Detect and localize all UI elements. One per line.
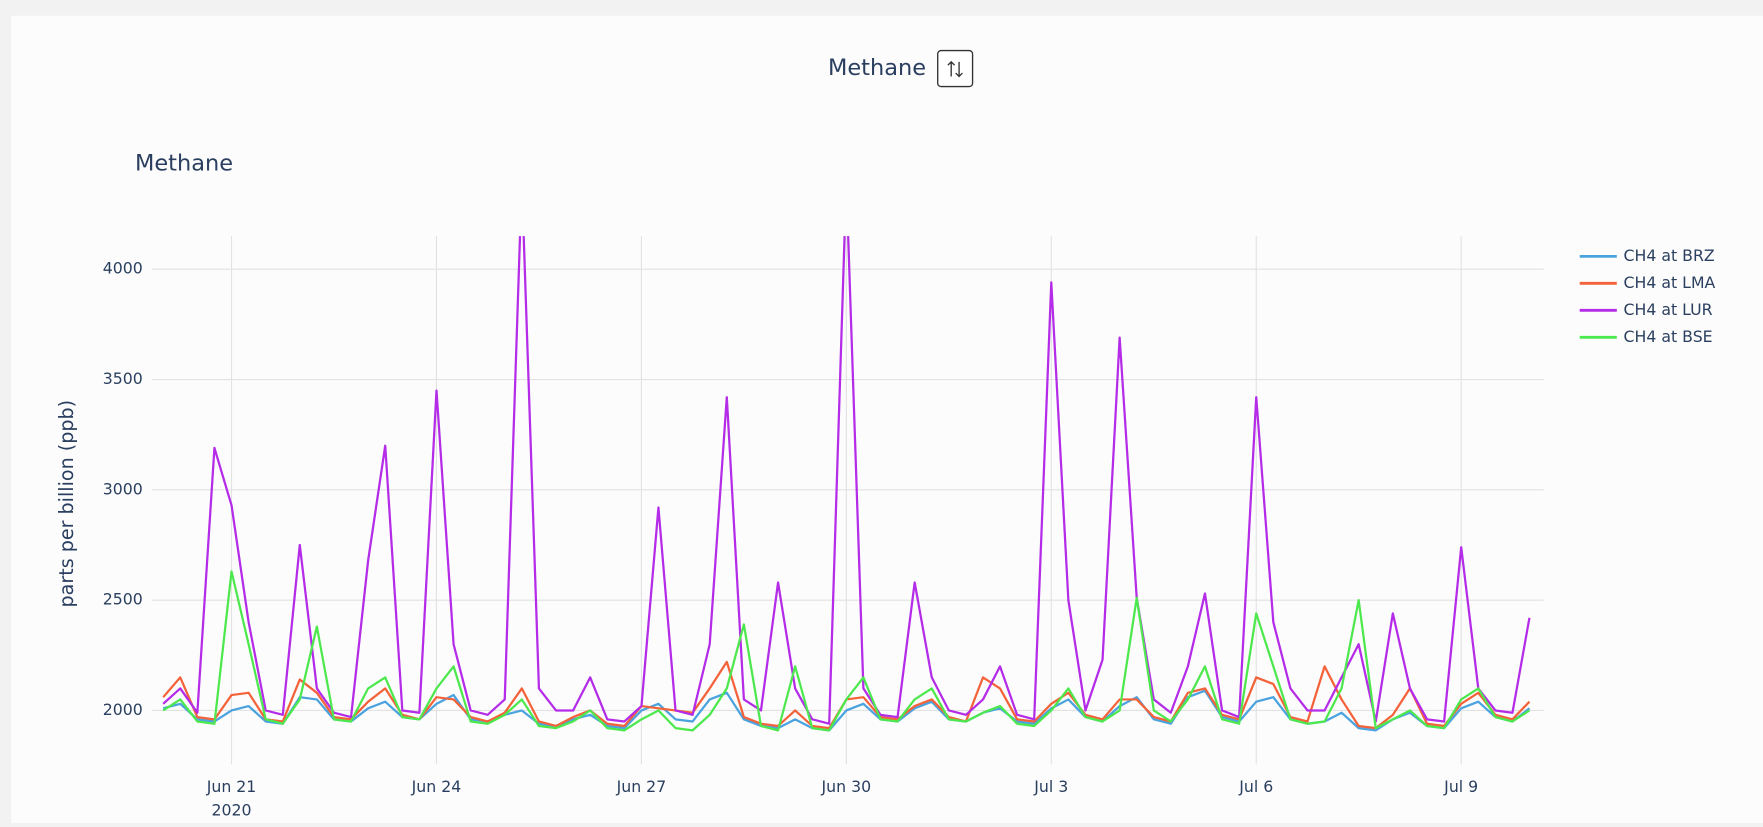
x-tick-label: Jul 6 xyxy=(1238,777,1273,796)
x-tick-label-line: Jul 3 xyxy=(1033,777,1068,796)
legend-label: CH4 at BSE xyxy=(1624,327,1713,346)
x-tick-label-line: Jun 27 xyxy=(616,777,667,796)
x-tick-label: Jun 27 xyxy=(616,777,667,796)
y-tick-label: 3500 xyxy=(103,369,143,388)
series-line xyxy=(162,570,1531,732)
legend-label: CH4 at LUR xyxy=(1624,300,1713,319)
x-tick-label-line: Jun 21 xyxy=(206,777,257,796)
toggle-button[interactable] xyxy=(937,49,974,88)
x-tick-label-line: Jun 24 xyxy=(411,777,462,796)
selector-label: Methane xyxy=(828,55,926,81)
y-tick-label: 3000 xyxy=(103,479,143,498)
card xyxy=(11,15,1763,824)
x-tick-label: Jul 3 xyxy=(1033,777,1068,796)
y-axis-label: parts per billion (ppb) xyxy=(55,400,78,608)
x-tick-label-line: 2020 xyxy=(211,800,251,819)
legend-label: CH4 at BRZ xyxy=(1624,246,1715,265)
x-tick-label-line: Jun 30 xyxy=(821,777,872,796)
legend-label: CH4 at LMA xyxy=(1624,273,1716,292)
chart-title: Methane xyxy=(135,151,233,177)
series-line xyxy=(162,236,1531,725)
y-tick-label: 2000 xyxy=(103,700,143,719)
x-tick-label-line: Jul 6 xyxy=(1238,777,1273,796)
y-tick-label: 2500 xyxy=(103,590,143,609)
x-tick-label: Jun 24 xyxy=(411,777,462,796)
y-tick-label: 4000 xyxy=(103,259,143,278)
x-tick-label: Jun 21 2020 xyxy=(206,777,257,820)
x-tick-label: Jul 9 xyxy=(1443,777,1478,796)
x-tick-label: Jun 30 xyxy=(821,777,872,796)
x-tick-label-line: Jul 9 xyxy=(1443,777,1478,796)
